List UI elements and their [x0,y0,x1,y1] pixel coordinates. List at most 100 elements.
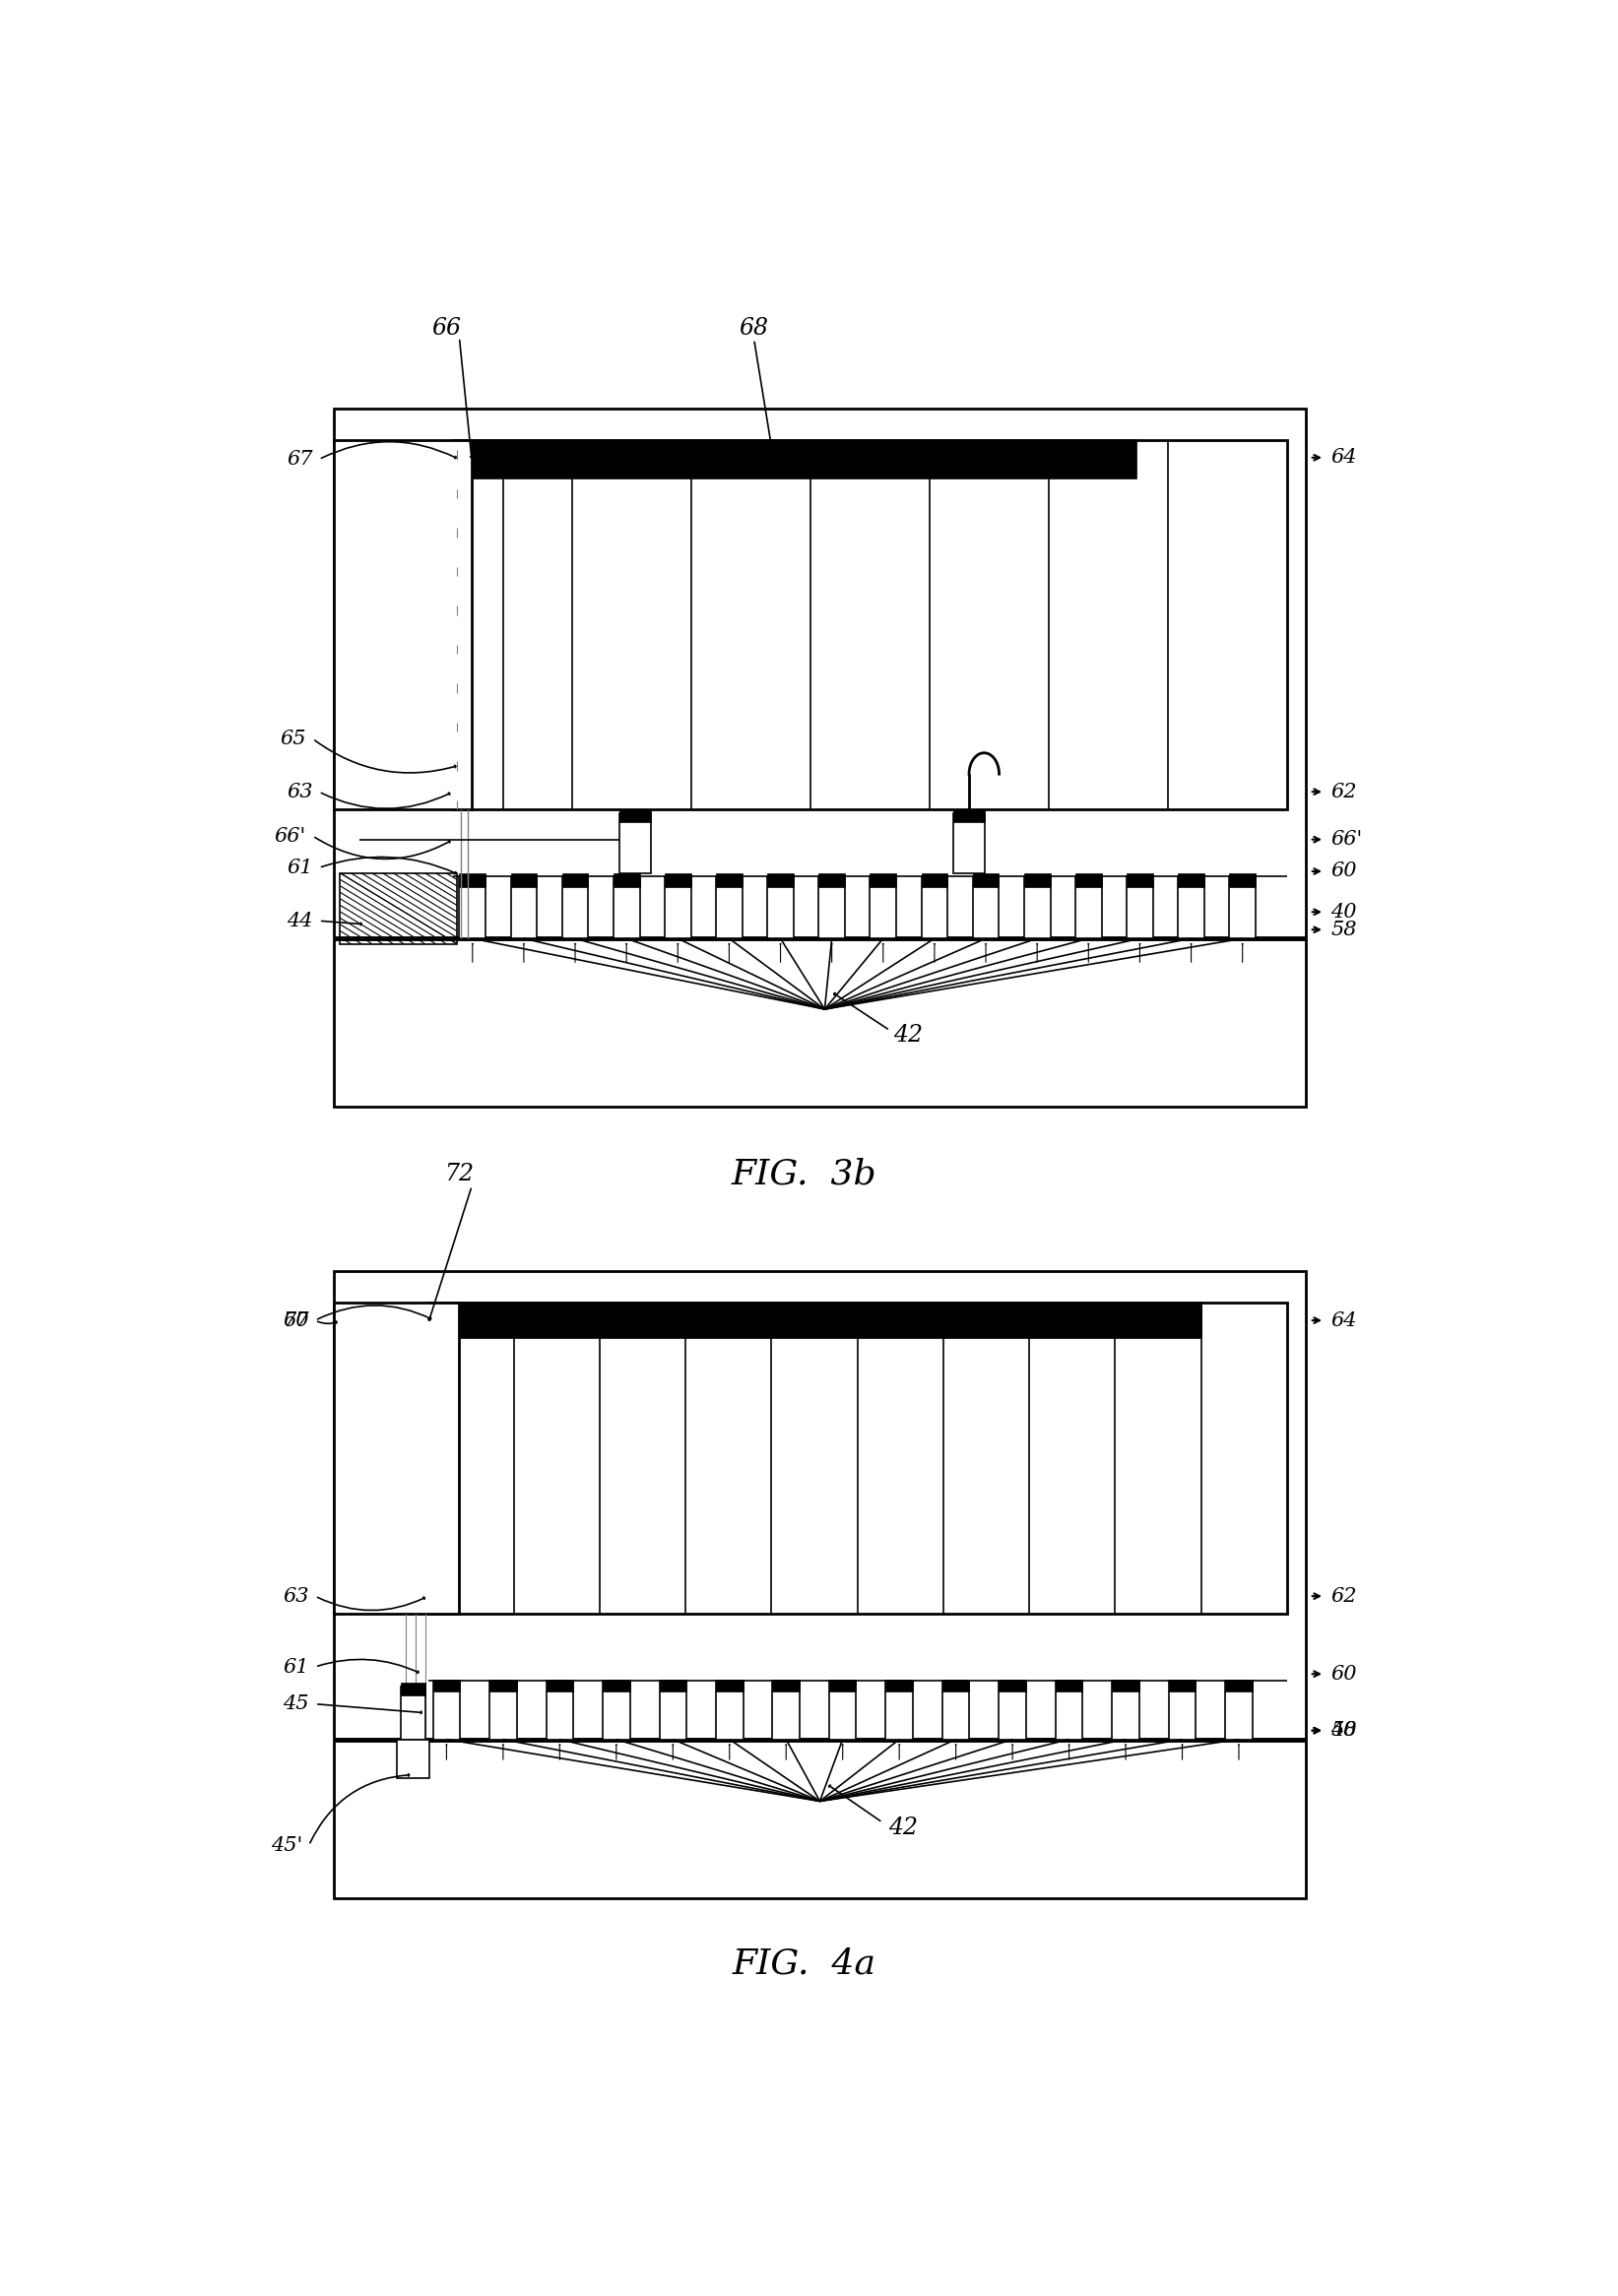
Bar [870,872,896,886]
Bar [665,877,691,939]
Bar [333,409,1306,1107]
Text: 61: 61 [286,859,312,877]
Bar [613,872,639,886]
Bar [604,1681,629,1740]
Bar [819,872,845,886]
Text: 40: 40 [1330,1722,1358,1740]
Bar [772,1681,799,1740]
Bar [1230,877,1256,939]
Bar [511,872,537,886]
Text: 68: 68 [739,317,769,340]
Text: 63: 63 [283,1587,309,1605]
Bar [998,1678,1026,1692]
Bar [660,1678,686,1692]
Bar [1168,1678,1196,1692]
Text: 45': 45' [270,1837,303,1855]
Bar [613,877,639,939]
Bar [1112,1678,1139,1692]
Bar [547,1681,573,1740]
Bar [1225,1678,1252,1692]
Bar [561,872,589,886]
Bar [885,1681,913,1740]
Text: 66': 66' [275,827,306,845]
Text: 61: 61 [283,1658,309,1676]
Bar [717,872,743,886]
Bar [1126,872,1154,886]
Bar [972,877,998,939]
Bar [953,813,985,872]
Bar [427,1302,1201,1339]
Bar [1230,872,1256,886]
Text: 67: 67 [283,1311,309,1329]
Text: 42: 42 [893,1024,924,1047]
Bar [340,872,456,944]
Text: 64: 64 [1330,1311,1358,1329]
Text: 63: 63 [286,783,312,801]
Bar [953,810,985,822]
Bar [828,1678,856,1692]
Bar [942,1678,969,1692]
Bar [715,1681,743,1740]
Text: 58: 58 [1330,921,1358,939]
Bar [1225,1681,1252,1740]
Bar [490,1678,516,1692]
Bar [885,1678,913,1692]
Bar [715,1678,743,1692]
Text: 65: 65 [280,730,306,748]
Text: 62: 62 [1330,1587,1358,1605]
Bar [767,872,794,886]
Bar [772,1678,799,1692]
Text: FIG.  4a: FIG. 4a [733,1947,875,1981]
Bar [870,877,896,939]
Bar [400,1685,426,1740]
Bar [767,877,794,939]
Bar [1076,877,1102,939]
Bar [1178,877,1204,939]
Bar [1112,1681,1139,1740]
Bar [1024,872,1050,886]
Text: 45: 45 [283,1694,309,1713]
Bar [511,877,537,939]
Text: 72: 72 [445,1162,474,1185]
Bar [819,877,845,939]
Bar [427,1302,1286,1614]
Bar [1076,872,1102,886]
Bar [434,1678,460,1692]
Bar [921,872,948,886]
Text: 40: 40 [1330,902,1358,921]
Text: 42: 42 [888,1816,919,1839]
Bar [604,1678,629,1692]
Text: 67: 67 [286,450,312,468]
Text: 70: 70 [283,1311,309,1329]
Text: 66: 66 [432,317,461,340]
Bar [460,877,485,939]
Text: FIG.  3b: FIG. 3b [731,1157,877,1189]
Bar [453,441,1286,810]
Bar [396,1740,429,1777]
Bar [1024,877,1050,939]
Bar [490,1681,516,1740]
Bar [400,1683,426,1694]
Bar [1168,1681,1196,1740]
Bar [1055,1678,1082,1692]
Text: 44: 44 [286,912,312,930]
Text: 60: 60 [1330,1665,1358,1683]
Bar [547,1678,573,1692]
Text: 60: 60 [1330,861,1358,882]
Bar [1178,872,1204,886]
Bar [972,872,998,886]
Bar [620,810,650,822]
Bar [460,872,485,886]
Text: 64: 64 [1330,448,1358,466]
Bar [620,813,650,872]
Bar [665,872,691,886]
Bar [434,1681,460,1740]
Bar [828,1681,856,1740]
Bar [660,1681,686,1740]
Text: 66': 66' [1330,831,1362,850]
Bar [333,441,472,810]
Bar [333,1272,1306,1899]
Bar [717,877,743,939]
Bar [1126,877,1154,939]
Bar [921,877,948,939]
